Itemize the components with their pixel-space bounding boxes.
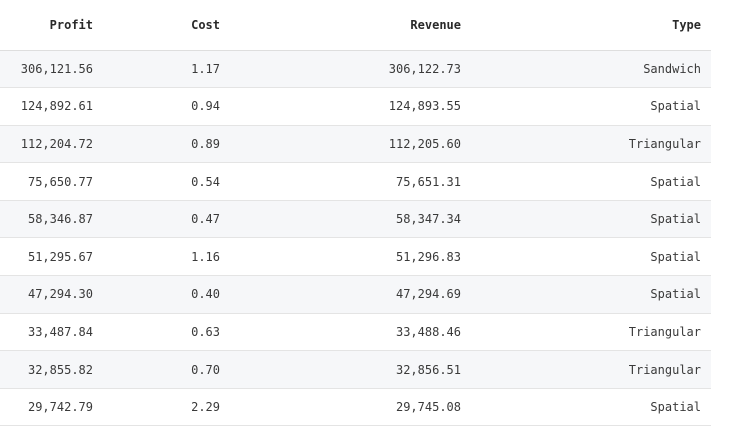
cell-type: Spatial (650, 400, 701, 415)
cell-profit: 306,121.56 (20, 61, 93, 76)
cell-profit: 51,295.67 (27, 249, 93, 264)
cell-profit: 58,346.87 (27, 212, 93, 227)
cell-revenue: 47,294.69 (395, 287, 461, 302)
data-table: Profit Cost Revenue Type 306,121.56 1.17… (0, 0, 711, 426)
cell-cost: 2.29 (191, 400, 220, 415)
column-header-type[interactable]: Type (461, 0, 701, 51)
cell-profit: 29,742.79 (27, 400, 93, 415)
cell-cost: 0.89 (191, 136, 220, 151)
cell-revenue: 29,745.08 (395, 400, 461, 415)
table-row: 51,295.67 1.16 51,296.83 Spatial (0, 238, 711, 276)
cell-type: Spatial (650, 174, 701, 189)
cell-cost: 0.70 (191, 362, 220, 377)
column-header-cost[interactable]: Cost (93, 0, 220, 51)
table-row: 32,855.82 0.70 32,856.51 Triangular (0, 350, 711, 389)
table-header-row: Profit Cost Revenue Type (0, 0, 711, 51)
row-padding-cell (701, 351, 711, 389)
cell-type: Spatial (650, 99, 701, 114)
cell-profit: 47,294.30 (27, 287, 93, 302)
cell-cost: 0.63 (191, 324, 220, 339)
table-row: 58,346.87 0.47 58,347.34 Spatial (0, 200, 711, 238)
cell-profit: 112,204.72 (20, 136, 93, 151)
cell-cost: 1.17 (191, 61, 220, 76)
table-body: 306,121.56 1.17 306,122.73 Sandwich 124,… (0, 50, 711, 426)
cell-cost: 1.16 (191, 249, 220, 264)
row-padding-cell (701, 163, 711, 201)
row-padding-cell (701, 200, 711, 238)
row-padding-cell (701, 238, 711, 276)
cell-revenue: 124,893.55 (388, 99, 461, 114)
cell-type: Spatial (650, 249, 701, 264)
row-padding-cell (701, 313, 711, 351)
column-header-revenue[interactable]: Revenue (220, 0, 461, 51)
table-row: 47,294.30 0.40 47,294.69 Spatial (0, 275, 711, 314)
header-padding-cell (701, 0, 711, 51)
row-padding-cell (701, 276, 711, 314)
cell-type: Triangular (628, 362, 701, 377)
table-row: 306,121.56 1.17 306,122.73 Sandwich (0, 50, 711, 88)
cell-revenue: 75,651.31 (395, 174, 461, 189)
cell-type: Spatial (650, 287, 701, 302)
cell-revenue: 51,296.83 (395, 249, 461, 264)
table-row: 33,487.84 0.63 33,488.46 Triangular (0, 313, 711, 351)
cell-revenue: 58,347.34 (395, 212, 461, 227)
cell-type: Triangular (628, 324, 701, 339)
table-row: 75,650.77 0.54 75,651.31 Spatial (0, 163, 711, 201)
row-padding-cell (701, 125, 711, 163)
table-row: 124,892.61 0.94 124,893.55 Spatial (0, 88, 711, 126)
cell-cost: 0.47 (191, 212, 220, 227)
cell-revenue: 306,122.73 (388, 61, 461, 76)
row-padding-cell (701, 88, 711, 126)
table-row: 29,742.79 2.29 29,745.08 Spatial (0, 388, 711, 426)
cell-type: Spatial (650, 212, 701, 227)
row-padding-cell (701, 50, 711, 88)
data-table-container: Profit Cost Revenue Type 306,121.56 1.17… (0, 0, 711, 426)
row-padding-cell (701, 388, 711, 426)
cell-type: Sandwich (643, 61, 701, 76)
cell-type: Triangular (628, 136, 701, 151)
cell-profit: 32,855.82 (27, 362, 93, 377)
cell-cost: 0.40 (191, 287, 220, 302)
cell-profit: 124,892.61 (20, 99, 93, 114)
cell-cost: 0.54 (191, 174, 220, 189)
cell-revenue: 32,856.51 (395, 362, 461, 377)
column-header-profit[interactable]: Profit (0, 0, 93, 51)
cell-revenue: 33,488.46 (395, 324, 461, 339)
cell-profit: 33,487.84 (27, 324, 93, 339)
table-row: 112,204.72 0.89 112,205.60 Triangular (0, 125, 711, 163)
cell-profit: 75,650.77 (27, 174, 93, 189)
cell-revenue: 112,205.60 (388, 136, 461, 151)
cell-cost: 0.94 (191, 99, 220, 114)
